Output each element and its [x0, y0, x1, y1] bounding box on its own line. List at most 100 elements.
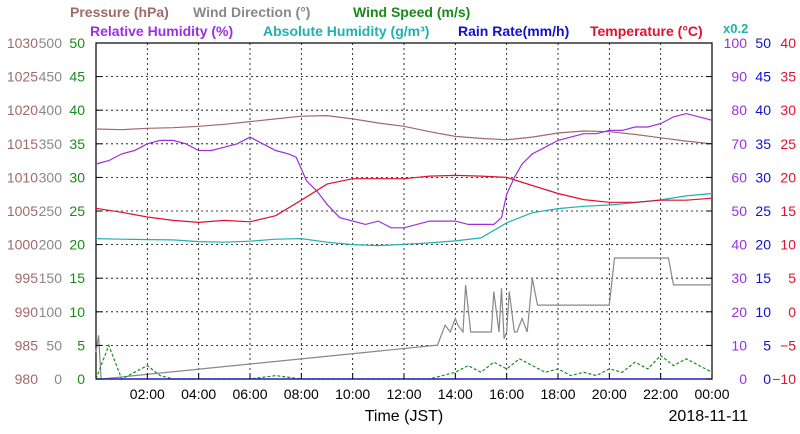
x-tick-label: 04:00	[181, 386, 216, 402]
legend-relative-humidity: Relative Humidity (%)	[90, 23, 233, 39]
wind-direction-tick: 400	[39, 102, 63, 118]
humidity-tick: 30	[731, 270, 747, 286]
pressure-tick: 1005	[7, 203, 38, 219]
right-axes: 0102030405060708090100051015202530354045…	[706, 35, 796, 387]
wind-direction-tick: 50	[46, 337, 62, 353]
series-absolute-humidity-g-m	[95, 192, 713, 247]
rain-rate-tick: 10	[755, 304, 771, 320]
rain-rate-tick: 15	[755, 270, 771, 286]
x-tick-label: 08:00	[284, 386, 319, 402]
temperature-tick: 0	[788, 304, 796, 320]
humidity-tick: 80	[731, 102, 747, 118]
legend-wind-speed: Wind Speed (m/s)	[353, 4, 470, 20]
wind-direction-tick: 100	[39, 304, 63, 320]
wind-direction-tick: 250	[39, 203, 63, 219]
pressure-tick: 1025	[7, 69, 38, 85]
humidity-tick: 100	[724, 35, 748, 51]
wind-speed-tick: 45	[69, 69, 85, 85]
rain-rate-tick: 0	[763, 371, 771, 387]
pressure-tick: 1010	[7, 169, 38, 185]
pressure-tick: 1015	[7, 136, 38, 152]
x-tick-label: 22:00	[643, 386, 678, 402]
rain-rate-tick: 45	[755, 69, 771, 85]
pressure-tick: 1030	[7, 35, 38, 51]
x-tick-label: 20:00	[592, 386, 627, 402]
x-axis: 02:00 04:00 06:00 08:00 10:00 12:00 14:00 16:00…	[130, 373, 730, 402]
series-pressure-hpa	[95, 114, 713, 145]
wind-speed-tick: 15	[69, 270, 85, 286]
x-axis-label: Time (JST)	[365, 408, 444, 425]
humidity-tick: 90	[731, 69, 747, 85]
wind-direction-tick: 150	[39, 270, 63, 286]
x-tick-label: 14:00	[438, 386, 473, 402]
legend-absolute-humidity: Absolute Humidity (g/m³)	[263, 23, 429, 39]
wind-speed-tick: 50	[69, 35, 85, 51]
pressure-tick: 980	[15, 371, 39, 387]
wind-speed-tick: 40	[69, 102, 85, 118]
series-wind-speed-m-s	[95, 343, 713, 380]
temperature-tick: 10	[780, 237, 796, 253]
legend-pressure: Pressure (hPa)	[70, 4, 169, 20]
series-wind-direction	[95, 257, 712, 380]
legend-temperature: Temperature (°C)	[590, 23, 703, 39]
rain-rate-tick: 50	[755, 35, 771, 51]
grid	[96, 43, 712, 379]
humidity-tick: 60	[731, 169, 747, 185]
left-axes: 9809859909951000100510101015102010251030…	[7, 35, 102, 387]
pressure-tick: 1000	[7, 237, 38, 253]
wind-direction-tick: 500	[39, 35, 63, 51]
wind-speed-tick: 35	[69, 136, 85, 152]
humidity-tick: 40	[731, 237, 747, 253]
x-tick-label: 16:00	[489, 386, 524, 402]
humidity-tick: 20	[731, 304, 747, 320]
wind-direction-tick: 350	[39, 136, 63, 152]
temperature-tick: 30	[780, 102, 796, 118]
rain-rate-tick: 40	[755, 102, 771, 118]
series-temperature-c	[95, 174, 713, 224]
wind-direction-tick: 200	[39, 237, 63, 253]
wind-speed-tick: 20	[69, 237, 85, 253]
temperature-tick: −10	[772, 371, 796, 387]
humidity-tick: 50	[731, 203, 747, 219]
temperature-tick: −5	[780, 337, 796, 353]
rain-rate-tick: 5	[763, 337, 771, 353]
pressure-tick: 990	[15, 304, 39, 320]
temperature-tick: 5	[788, 270, 796, 286]
rain-rate-tick: 25	[755, 203, 771, 219]
temperature-tick: 35	[780, 69, 796, 85]
pressure-tick: 1020	[7, 102, 38, 118]
x-tick-label: 02:00	[130, 386, 165, 402]
x-tick-label: 10:00	[335, 386, 370, 402]
legend-wind-direction: Wind Direction (°)	[193, 4, 310, 20]
humidity-tick: 10	[731, 337, 747, 353]
wind-speed-tick: 5	[77, 337, 85, 353]
date-label: 2018-11-11	[669, 408, 749, 425]
x-tick-label: 00:00	[694, 386, 729, 402]
temperature-tick: 20	[780, 169, 796, 185]
wind-direction-tick: 450	[39, 69, 63, 85]
legend-rain-rate: Rain Rate(mm/h)	[458, 23, 569, 39]
wind-direction-tick: 0	[54, 371, 62, 387]
temperature-tick: 15	[780, 203, 796, 219]
rain-rate-tick: 20	[755, 237, 771, 253]
rain-rate-tick: 30	[755, 169, 771, 185]
humidity-tick: 70	[731, 136, 747, 152]
x-tick-label: 18:00	[540, 386, 575, 402]
wind-speed-tick: 0	[77, 371, 85, 387]
x-tick-label: 06:00	[232, 386, 267, 402]
temperature-tick: 40	[780, 35, 796, 51]
legend-scale-note: x0.2	[723, 21, 748, 36]
rain-rate-tick: 35	[755, 136, 771, 152]
series-relative-humidity	[95, 112, 713, 229]
pressure-tick: 995	[15, 270, 39, 286]
pressure-tick: 985	[15, 337, 39, 353]
temperature-tick: 25	[780, 136, 796, 152]
x-tick-label: 12:00	[386, 386, 421, 402]
wind-speed-tick: 25	[69, 203, 85, 219]
wind-speed-tick: 10	[69, 304, 85, 320]
humidity-tick: 0	[739, 371, 747, 387]
wind-direction-tick: 300	[39, 169, 63, 185]
